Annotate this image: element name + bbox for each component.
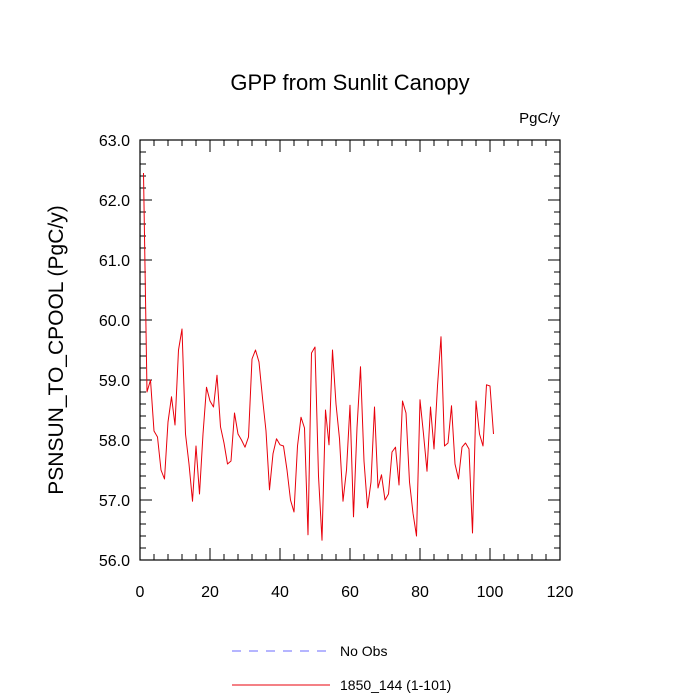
x-tick-label: 0: [136, 584, 145, 601]
x-tick-label: 100: [477, 584, 504, 601]
legend-label-1850-144: 1850_144 (1-101): [340, 677, 451, 693]
y-tick-label: 59.0: [99, 373, 130, 390]
y-axis-label: PSNSUN_TO_CPOOL (PgC/y): [45, 205, 68, 494]
y-tick-label: 61.0: [99, 253, 130, 270]
y-tick-label: 62.0: [99, 193, 130, 210]
x-tick-label: 20: [201, 584, 219, 601]
x-tick-label: 60: [341, 584, 359, 601]
plot-frame: [139, 139, 561, 561]
legend: No Obs 1850_144 (1-101): [232, 643, 451, 693]
x-tick-label: 40: [271, 584, 289, 601]
axis-ticks: [139, 139, 561, 561]
series-layer: [143, 172, 494, 541]
units-label: PgC/y: [519, 110, 560, 127]
y-tick-label: 58.0: [99, 433, 130, 450]
x-tick-label: 120: [547, 584, 574, 601]
chart-title: GPP from Sunlit Canopy: [230, 70, 469, 95]
x-tick-label: 80: [411, 584, 429, 601]
legend-label-no-obs: No Obs: [340, 643, 387, 659]
y-tick-label: 57.0: [99, 493, 130, 510]
y-tick-label: 60.0: [99, 313, 130, 330]
y-tick-label: 56.0: [99, 553, 130, 570]
tick-labels: 0 20 40 60 80 100 120 56.0 57.0 58.0 59.0 60.0 61.0 6…: [99, 133, 574, 601]
y-tick-label: 63.0: [99, 133, 130, 150]
series-line-1850-144: [143, 172, 494, 541]
